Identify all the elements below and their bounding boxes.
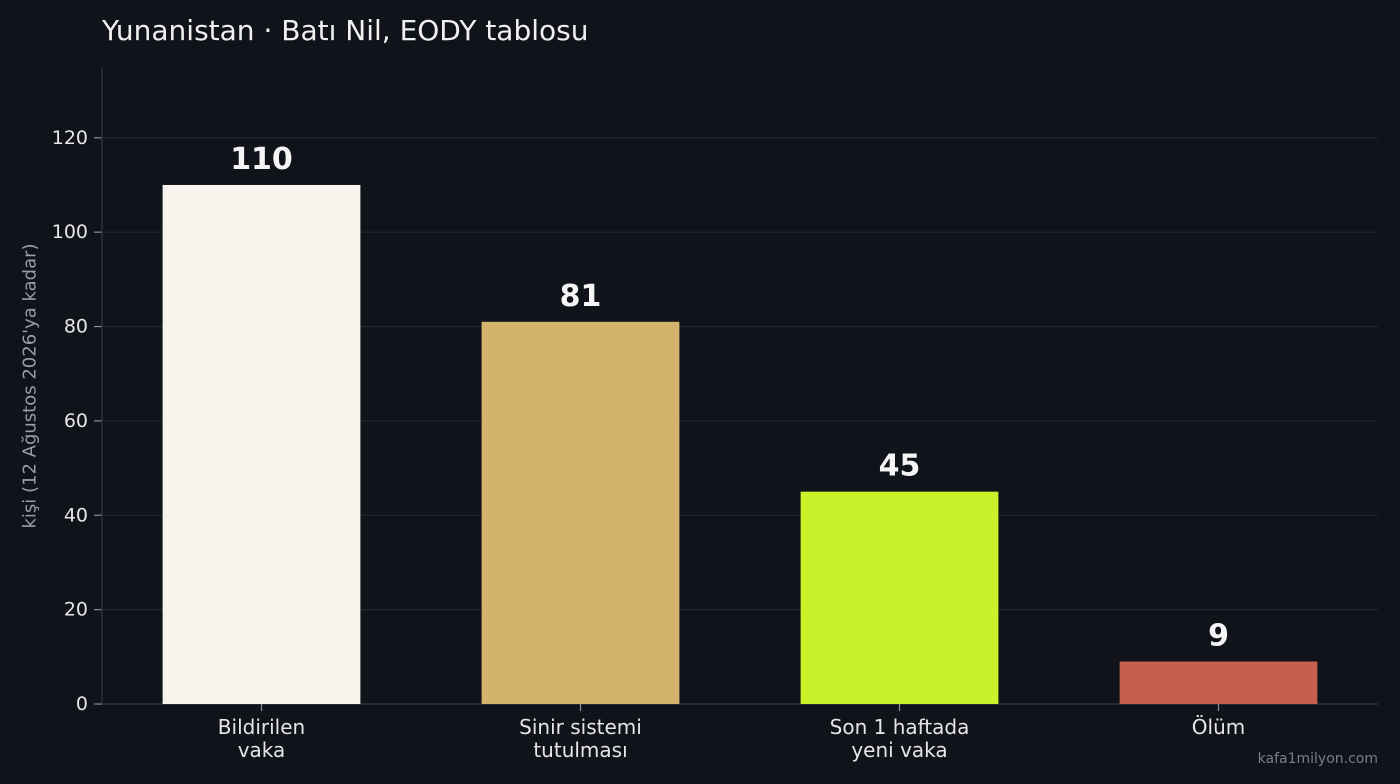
chart-title: Yunanistan · Batı Nil, EODY tablosu: [102, 14, 589, 47]
bar-value-label: 110: [230, 142, 293, 177]
x-tick-label: Sinir sistemi tutulması: [519, 715, 642, 762]
y-tick-label: 40: [64, 504, 88, 526]
bar: [481, 321, 680, 704]
bar: [1119, 661, 1318, 704]
watermark: kafa1milyon.com: [1257, 751, 1378, 767]
x-tick-label: Son 1 haftada yeni vaka: [830, 715, 970, 762]
y-tick-label: 60: [64, 410, 88, 432]
y-tick-label: 0: [76, 693, 88, 715]
bar-value-label: 9: [1208, 619, 1229, 654]
bar-value-label: 45: [879, 449, 921, 484]
y-tick-label: 120: [52, 127, 88, 149]
y-tick-label: 80: [64, 316, 88, 338]
x-tick-label: Ölüm: [1192, 715, 1245, 739]
bar: [162, 184, 361, 705]
bar: [800, 491, 999, 704]
y-tick-label: 100: [52, 221, 88, 243]
bar-value-label: 81: [560, 279, 602, 314]
x-tick-label: Bildirilen vaka: [218, 715, 305, 762]
y-tick-label: 20: [64, 599, 88, 621]
